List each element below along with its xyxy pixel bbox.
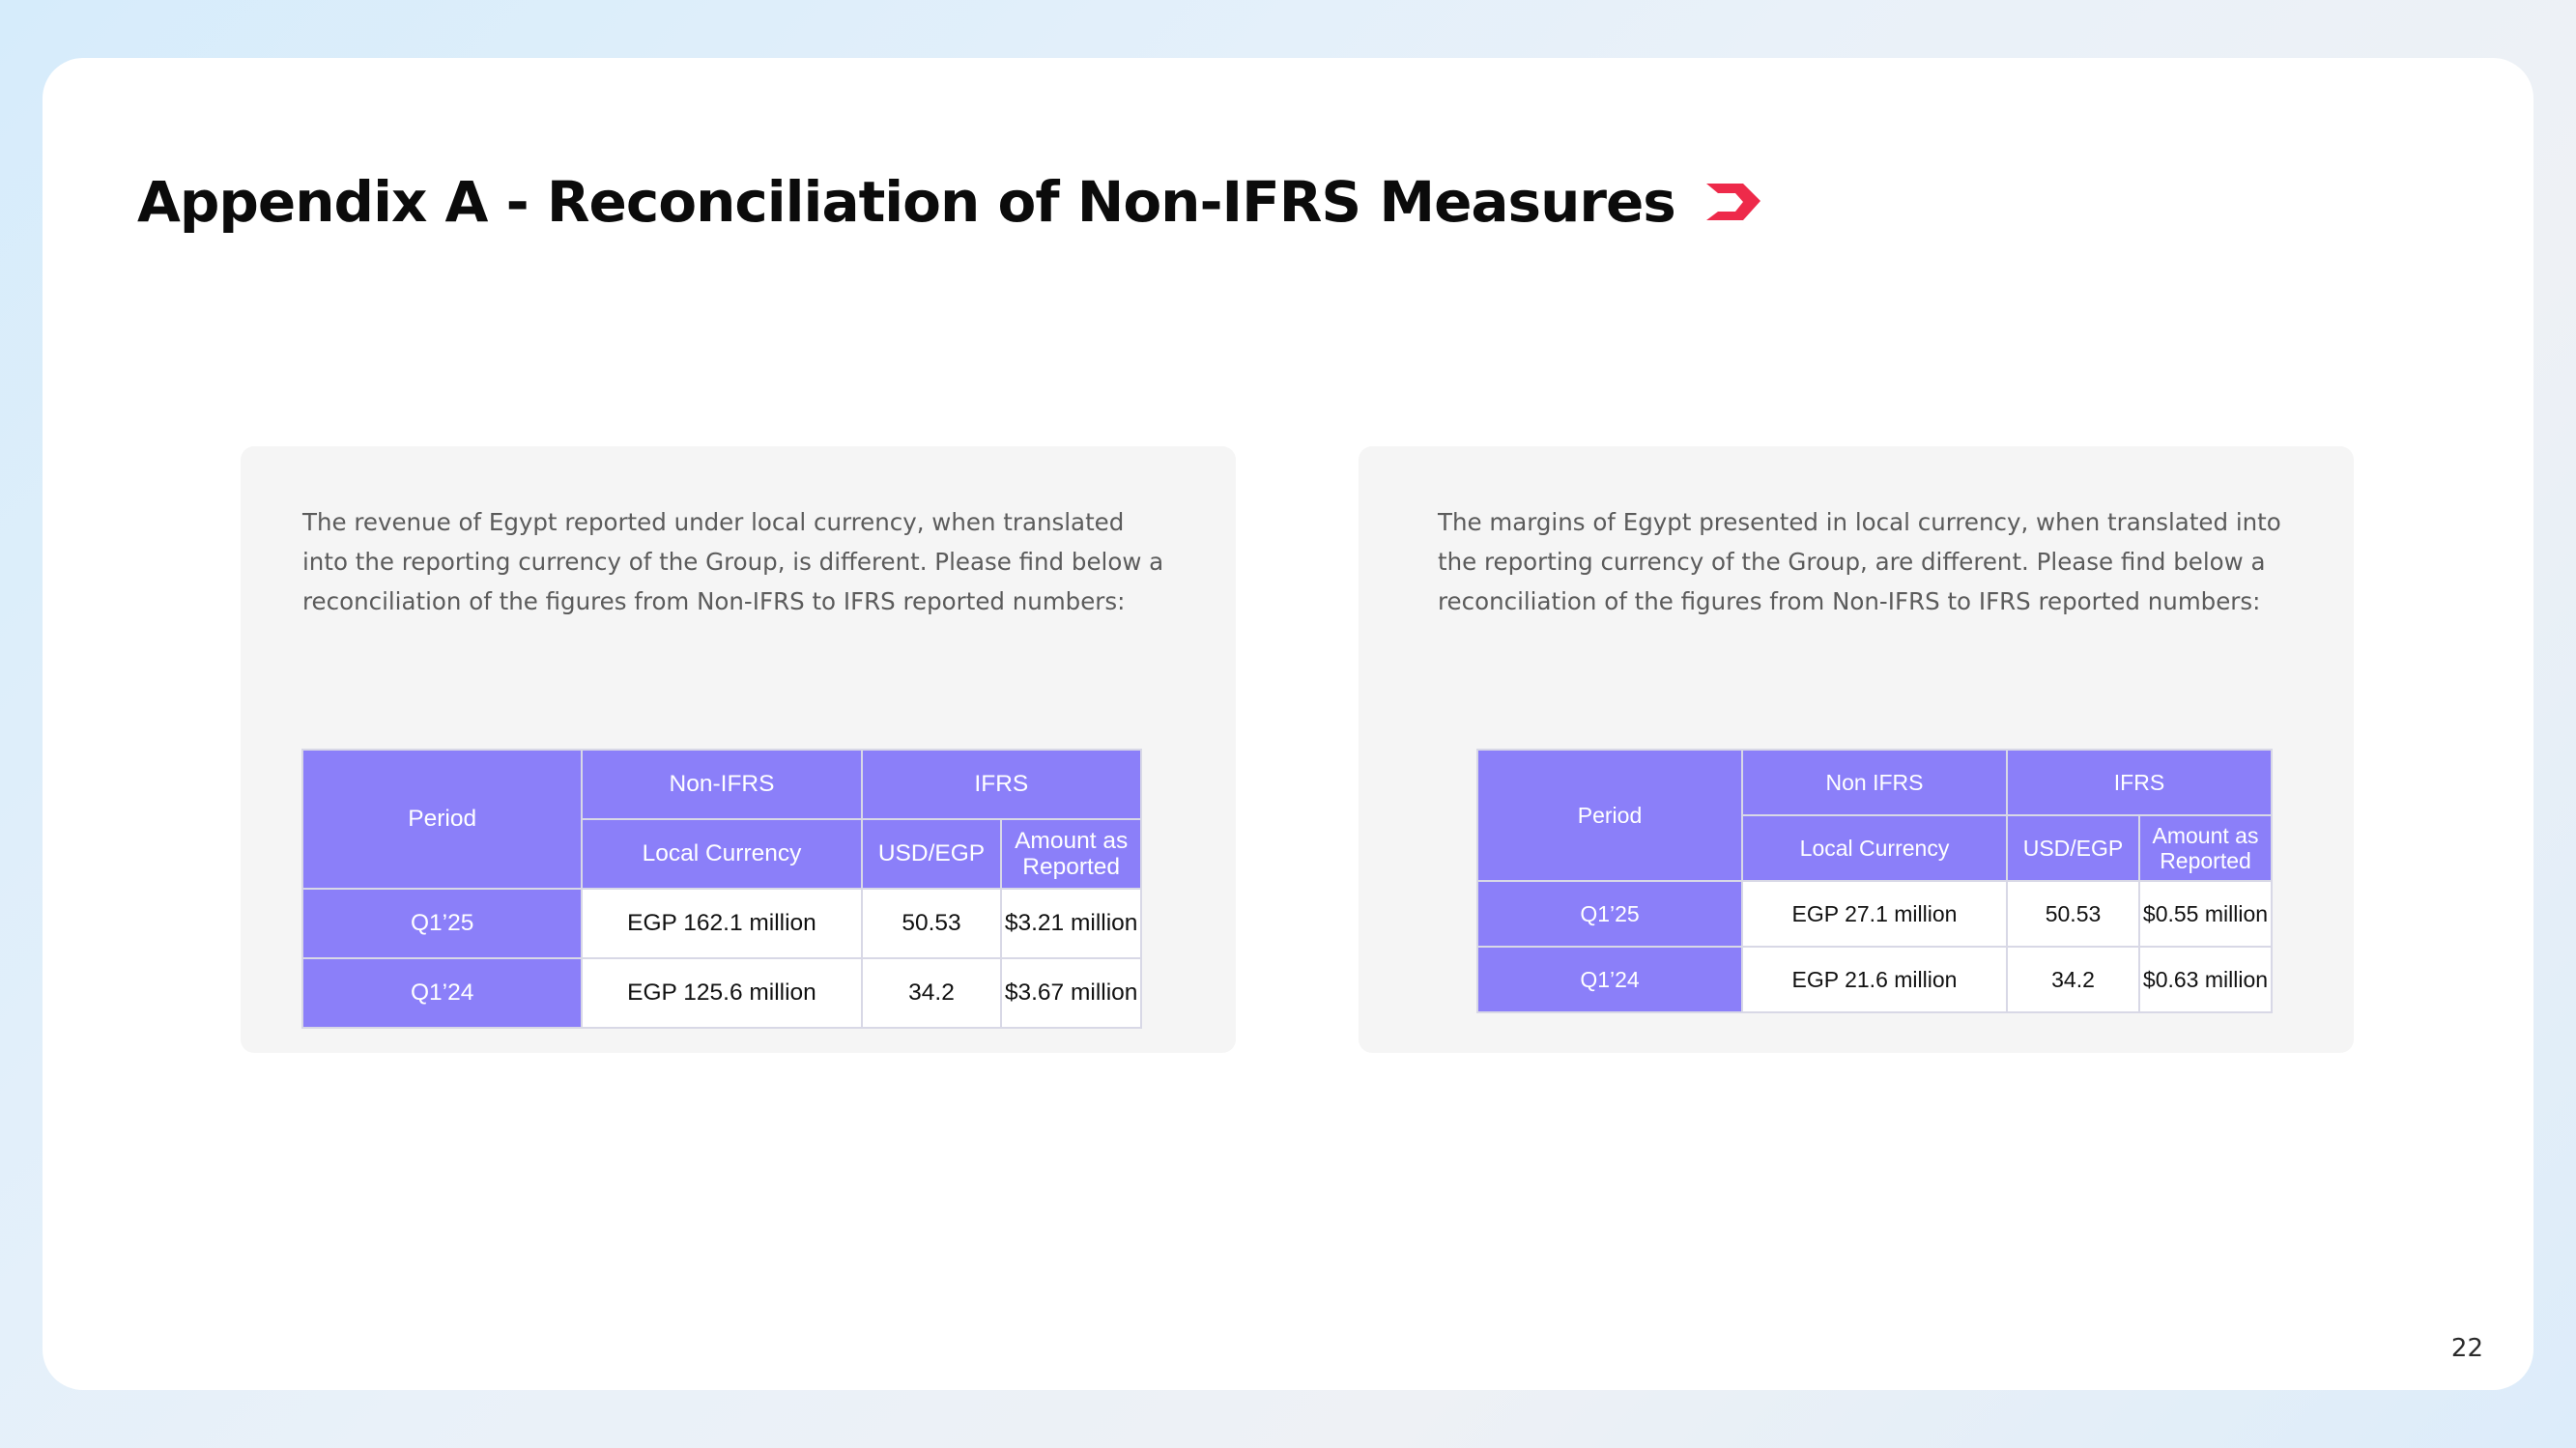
period-cell: Q1’25 — [301, 888, 584, 959]
period-cell: Q1’25 — [1476, 880, 1743, 948]
table-row: Q1’25 EGP 27.1 million 50.53 $0.55 milli… — [1476, 880, 2273, 948]
revenue-description: The revenue of Egypt reported under loca… — [302, 508, 1164, 615]
local-currency-cell: EGP 27.1 million — [1741, 880, 2008, 948]
margins-panel: The margins of Egypt presented in local … — [1359, 446, 2354, 1053]
ifrs-header: IFRS — [860, 749, 1143, 820]
table-row: Q1’24 EGP 21.6 million 34.2 $0.63 millio… — [1476, 946, 2273, 1013]
period-cell: Q1’24 — [1476, 946, 1743, 1013]
period-header: Period — [1476, 749, 1743, 882]
local-currency-header: Local Currency — [1741, 814, 2008, 882]
usd-egp-header: USD/EGP — [860, 818, 1003, 890]
page-title: Appendix A - Reconciliation of Non-IFRS … — [137, 169, 1676, 235]
non-ifrs-header: Non IFRS — [1741, 749, 2008, 816]
slide: Appendix A - Reconciliation of Non-IFRS … — [43, 58, 2533, 1390]
amount-reported-header: Amount as Reported — [2138, 814, 2273, 882]
usd-egp-cell: 34.2 — [860, 957, 1003, 1029]
usd-egp-header: USD/EGP — [2006, 814, 2140, 882]
page-number: 22 — [2450, 1334, 2483, 1363]
margins-description: The margins of Egypt presented in local … — [1438, 508, 2281, 615]
amount-reported-cell: $0.63 million — [2138, 946, 2273, 1013]
usd-egp-cell: 34.2 — [2006, 946, 2140, 1013]
usd-egp-cell: 50.53 — [860, 888, 1003, 959]
ifrs-header: IFRS — [2006, 749, 2273, 816]
revenue-reconciliation-table: Period Non-IFRS IFRS Local Currency USD/… — [301, 749, 1143, 1029]
amount-reported-cell: $3.67 million — [1000, 957, 1142, 1029]
local-currency-header: Local Currency — [581, 818, 863, 890]
amount-reported-cell: $0.55 million — [2138, 880, 2273, 948]
table-row: Q1’25 EGP 162.1 million 50.53 $3.21 mill… — [301, 888, 1142, 959]
brand-logo-icon — [1705, 184, 1760, 220]
usd-egp-cell: 50.53 — [2006, 880, 2140, 948]
margins-reconciliation-table: Period Non IFRS IFRS Local Currency USD/… — [1476, 749, 2273, 1013]
non-ifrs-header: Non-IFRS — [581, 749, 863, 820]
revenue-panel: The revenue of Egypt reported under loca… — [241, 446, 1236, 1053]
amount-reported-cell: $3.21 million — [1000, 888, 1142, 959]
amount-reported-header: Amount as Reported — [1000, 818, 1142, 890]
local-currency-cell: EGP 21.6 million — [1741, 946, 2008, 1013]
local-currency-cell: EGP 125.6 million — [581, 957, 863, 1029]
title-row: Appendix A - Reconciliation of Non-IFRS … — [137, 158, 1762, 245]
local-currency-cell: EGP 162.1 million — [581, 888, 863, 959]
period-header: Period — [301, 749, 584, 890]
table-row: Q1’24 EGP 125.6 million 34.2 $3.67 milli… — [301, 957, 1142, 1029]
period-cell: Q1’24 — [301, 957, 584, 1029]
